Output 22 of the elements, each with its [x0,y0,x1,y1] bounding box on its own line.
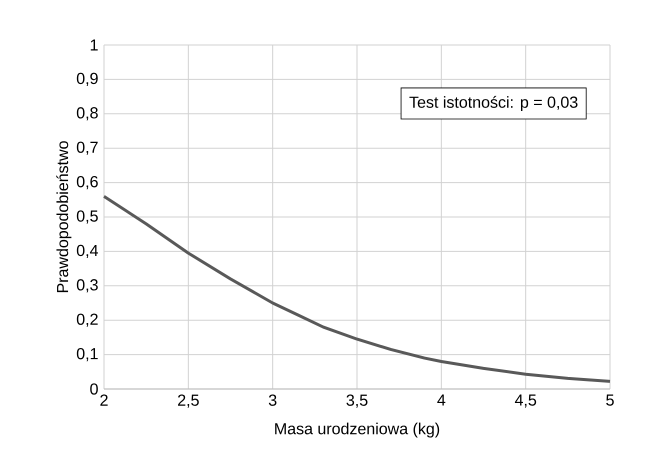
y-tick-label: 0,1 [76,348,98,362]
x-tick-label: 2,5 [178,394,199,408]
x-tick-label: 4 [437,394,446,406]
x-tick-label: 5 [606,394,614,406]
y-tick-label: 0,5 [76,210,98,224]
x-axis-title: Masa urodzeniowa (kg) [275,422,440,438]
x-tick-label: 4,5 [514,394,536,408]
annotation: Test istotności: p = 0,03 [409,96,578,112]
y-tick-label: 0,7 [76,142,98,155]
x-tick-label: 3,5 [346,394,368,408]
x-tick-label: 2 [100,394,108,406]
y-tick-label: 0 [90,383,98,395]
y-tick-label: 0,4 [76,244,98,258]
line-series [102,194,612,383]
y-axis-title: Prawdopodobieństwo [56,141,72,292]
y-tick-label: 0,2 [76,314,98,327]
y-tick-label: 0,8 [76,107,98,120]
y-tick-label: 0,3 [76,279,98,292]
y-tick-label: 0,6 [76,176,98,190]
x-tick-label: 3 [268,394,276,406]
y-tick-label: 1 [90,39,98,50]
y-tick-label: 0,9 [76,72,98,86]
